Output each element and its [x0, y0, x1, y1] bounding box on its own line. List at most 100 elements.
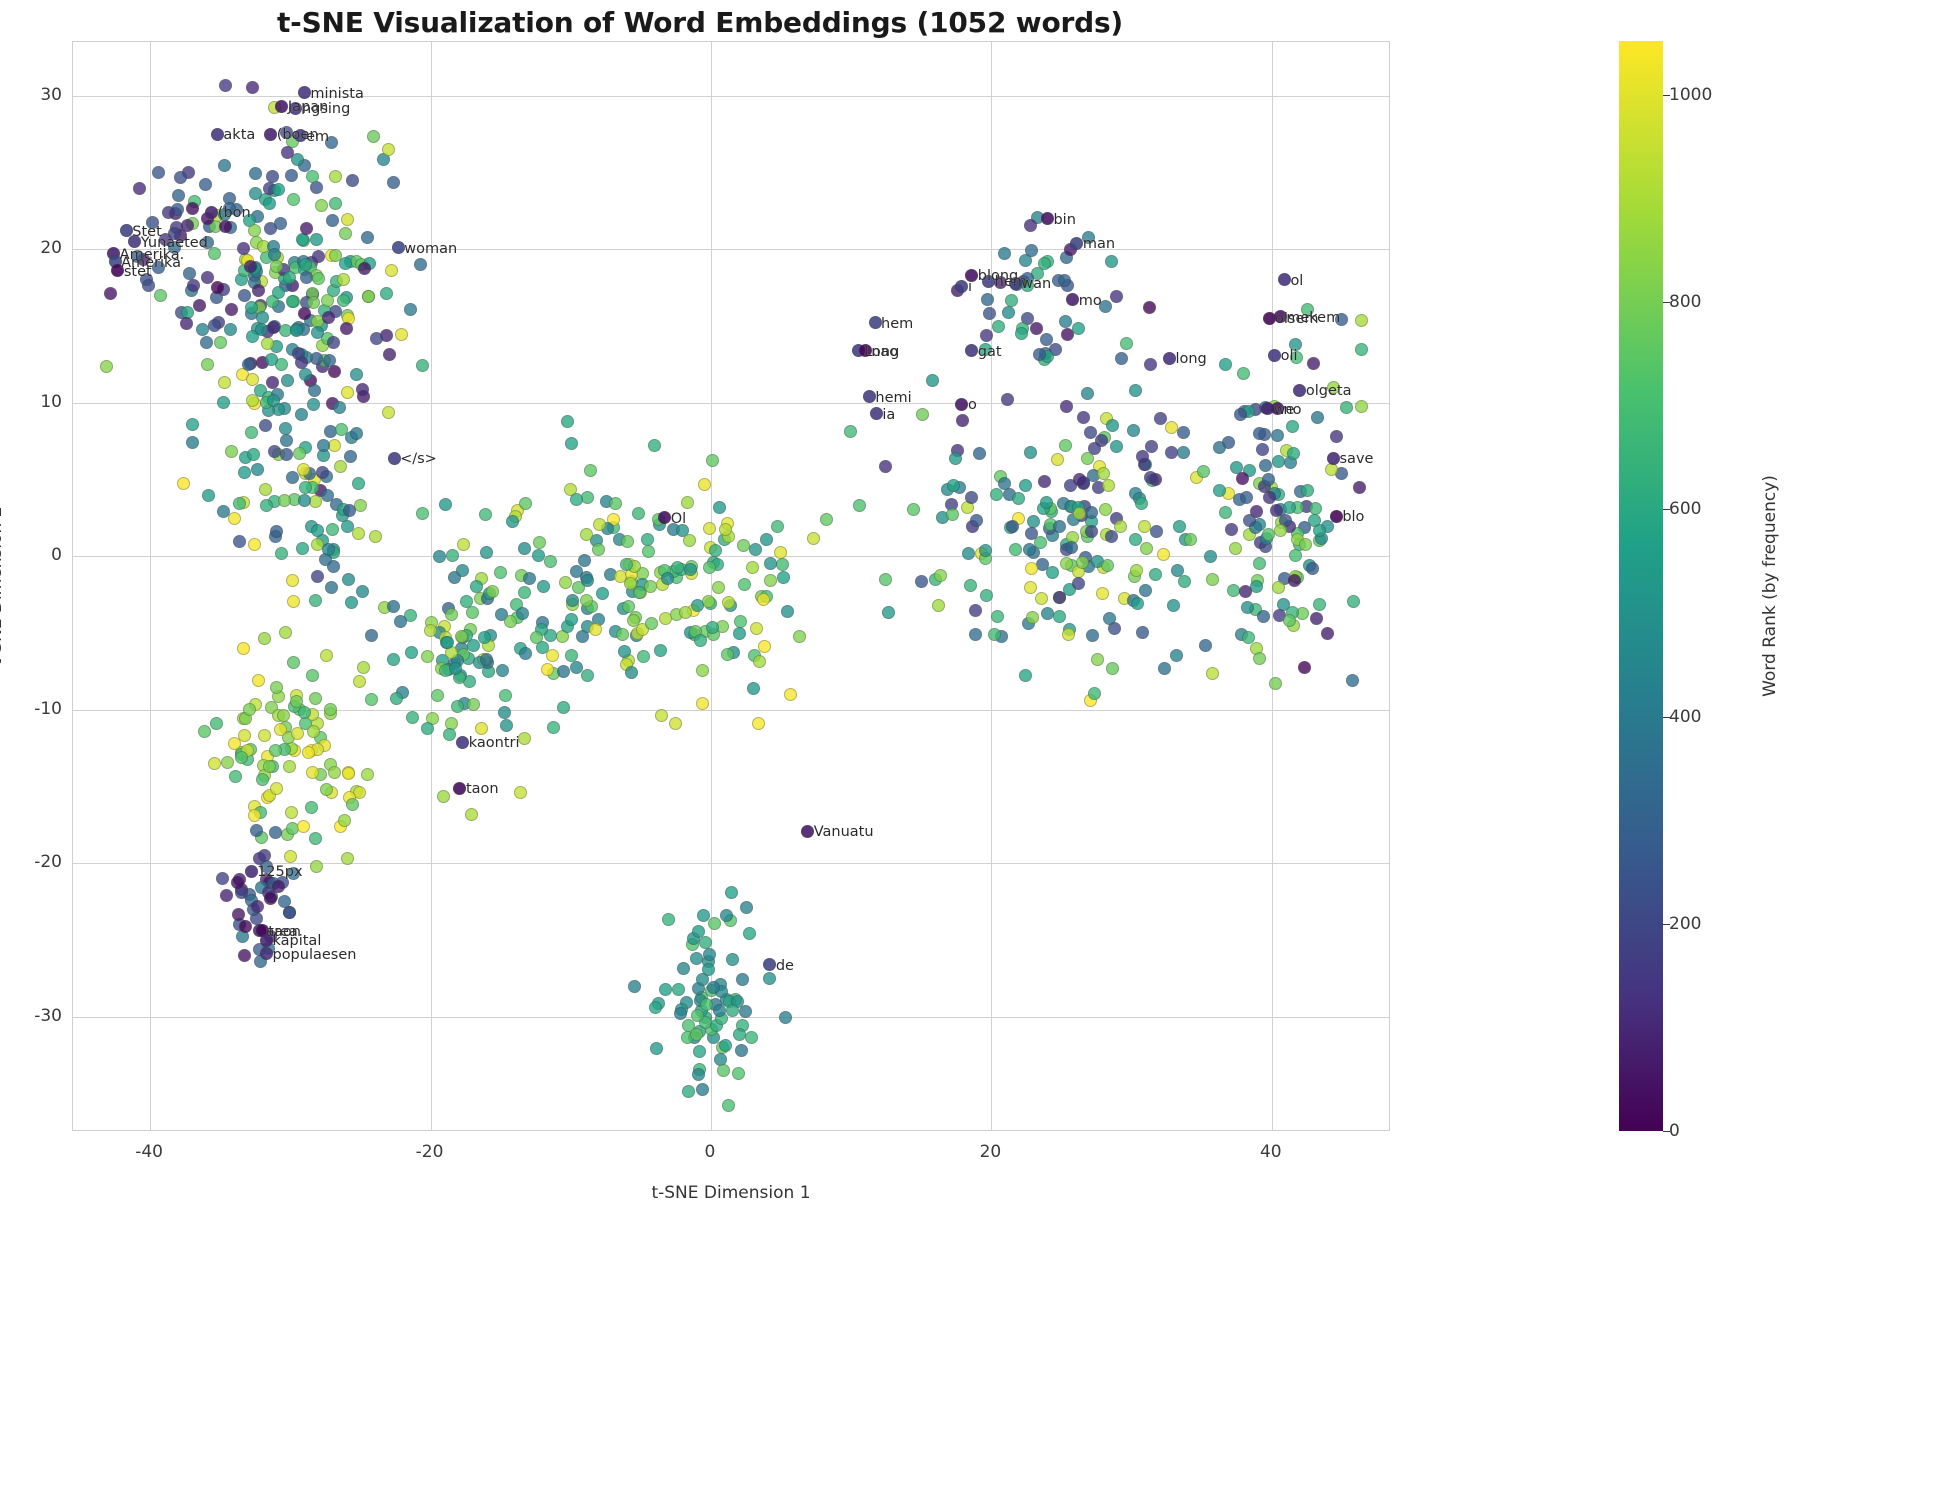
colorbar-tick-label: 600	[1669, 499, 1702, 520]
scatter-point	[760, 532, 774, 546]
scatter-point	[712, 581, 726, 595]
scatter-point	[263, 760, 277, 774]
scatter-point	[291, 153, 305, 167]
scatter-point	[290, 323, 304, 337]
scatter-point	[238, 289, 252, 303]
scatter-point	[208, 246, 222, 260]
scatter-point	[154, 289, 168, 303]
scatter-points-layer	[73, 42, 1389, 1130]
plot-area[interactable]: Japan minista ngsing akta (boen em (bon Stet Yun…	[72, 41, 1390, 1131]
scatter-point	[1018, 479, 1032, 493]
point-label: mekem	[1286, 309, 1341, 326]
scatter-point	[570, 661, 584, 675]
scatter-point	[494, 565, 508, 579]
scatter-point	[307, 384, 321, 398]
scatter-point	[309, 594, 323, 608]
scatter-point	[197, 725, 211, 739]
scatter-point	[708, 916, 722, 930]
x-tick-label: 40	[1259, 1142, 1282, 1162]
scatter-point	[334, 459, 348, 473]
gridline-horizontal	[73, 709, 1389, 711]
scatter-point	[254, 322, 268, 336]
scatter-point	[405, 710, 419, 724]
colorbar[interactable]: 0 200 400 600 800 1000	[1619, 41, 1712, 1141]
scatter-point	[533, 536, 547, 550]
scatter-point	[757, 640, 771, 654]
scatter-point	[844, 424, 858, 438]
scatter-point	[535, 641, 549, 655]
y-tick-label: 20	[40, 238, 62, 259]
scatter-point	[336, 294, 350, 308]
scatter-point	[616, 627, 630, 641]
scatter-point	[386, 175, 400, 189]
scatter-point	[236, 642, 250, 656]
scatter-point	[262, 197, 276, 211]
scatter-point	[628, 980, 641, 994]
scatter-point	[581, 668, 595, 682]
scatter-point	[1144, 440, 1158, 454]
scatter-point	[781, 604, 795, 618]
scatter-point	[290, 726, 304, 740]
scatter-point	[285, 805, 299, 819]
scatter-point	[228, 511, 242, 525]
y-tick-label: -20	[34, 852, 62, 873]
scatter-point	[776, 558, 790, 572]
scatter-point	[174, 170, 188, 184]
scatter-point	[523, 572, 537, 586]
scatter-point	[1150, 525, 1164, 539]
scatter-point	[282, 906, 296, 920]
x-tick-label: -40	[135, 1142, 163, 1162]
scatter-point	[298, 494, 312, 508]
scatter-point	[274, 217, 288, 231]
scatter-point	[932, 598, 946, 612]
scatter-point	[415, 507, 429, 520]
point-label: man	[1082, 236, 1116, 253]
y-tick-label: -10	[34, 698, 62, 719]
scatter-point	[230, 876, 244, 890]
grid-layer	[73, 42, 1389, 1130]
scatter-point	[515, 606, 529, 620]
scatter-point	[322, 311, 336, 325]
scatter-point	[380, 287, 394, 301]
scatter-point	[465, 807, 479, 821]
scatter-point	[1024, 581, 1038, 595]
scatter-point	[739, 900, 753, 914]
scatter-point	[624, 576, 638, 590]
scatter-point	[235, 751, 249, 765]
scatter-point	[281, 373, 295, 387]
scatter-point	[878, 459, 892, 473]
scatter-point	[691, 1009, 705, 1023]
scatter-point	[1051, 452, 1065, 466]
scatter-point	[454, 629, 468, 643]
scatter-point	[420, 649, 434, 663]
scatter-point	[648, 1001, 662, 1014]
scatter-point	[716, 1064, 730, 1078]
point-label: de	[775, 957, 794, 974]
scatter-point	[198, 178, 212, 192]
scatter-point	[345, 595, 359, 609]
gridline-horizontal	[73, 95, 1389, 97]
scatter-point	[706, 620, 720, 634]
point-label: akta	[223, 127, 256, 144]
scatter-point	[498, 689, 512, 703]
scatter-point	[217, 396, 230, 410]
scatter-point	[690, 598, 704, 612]
scatter-point	[1006, 520, 1020, 534]
scatter-point	[695, 972, 709, 986]
scatter-point	[544, 629, 558, 643]
scatter-point	[267, 247, 281, 261]
scatter-point	[201, 488, 215, 502]
gridline-vertical	[150, 42, 152, 1130]
scatter-point	[287, 655, 301, 669]
gridline-horizontal	[73, 249, 1389, 251]
scatter-point	[251, 674, 265, 688]
scatter-point	[712, 1004, 726, 1018]
point-label: </s>	[400, 451, 437, 468]
scatter-point	[1090, 652, 1104, 666]
scatter-point	[415, 359, 429, 373]
scatter-point	[696, 696, 710, 710]
scatter-point	[299, 367, 313, 381]
scatter-point	[237, 242, 251, 256]
colorbar-label: Word Rank (by frequency)	[1760, 475, 1780, 697]
scatter-point	[99, 359, 113, 373]
